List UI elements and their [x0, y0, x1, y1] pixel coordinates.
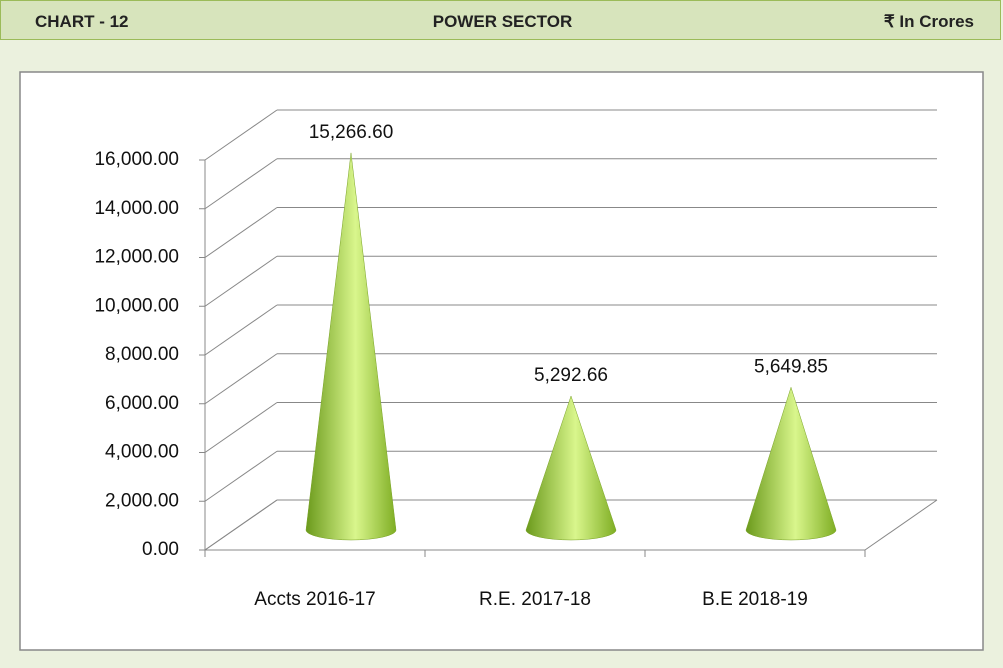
grid-line [204, 353, 278, 405]
grid-line [204, 450, 278, 502]
y-tick-label: 2,000.00 [105, 490, 179, 511]
y-tick-label: 8,000.00 [105, 344, 179, 365]
chart-title: POWER SECTOR [432, 12, 573, 31]
grid-line [204, 255, 278, 307]
grid-line [204, 402, 278, 453]
y-tick-label: 4,000.00 [105, 442, 179, 463]
grid-line [204, 499, 278, 551]
header-bar: CHART - 12 POWER SECTOR ₹ In Crores [0, 0, 1001, 40]
floor-right-edge [864, 499, 938, 551]
x-tick-label: Accts 2016-17 [254, 589, 375, 610]
y-tick-label: 12,000.00 [94, 247, 179, 268]
value-label: 15,266.60 [309, 122, 394, 143]
cone [305, 152, 397, 541]
grid-line [204, 109, 278, 161]
cone [745, 386, 837, 541]
x-tick-label: B.E 2018-19 [702, 589, 808, 610]
value-label: 5,649.85 [754, 356, 828, 377]
value-label: 5,292.66 [534, 365, 608, 386]
cone [525, 395, 617, 541]
unit-label: ₹ In Crores [883, 12, 974, 31]
y-tick-label: 10,000.00 [94, 295, 179, 316]
y-tick-label: 14,000.00 [94, 198, 179, 219]
grid-line [204, 158, 278, 210]
x-tick-label: R.E. 2017-18 [479, 589, 591, 610]
y-tick-label: 16,000.00 [94, 149, 179, 170]
y-tick-label: 6,000.00 [105, 393, 179, 414]
chart-number: CHART - 12 [35, 12, 129, 31]
grid-line [204, 207, 278, 258]
y-tick-label: 0.00 [142, 539, 179, 560]
grid-line [204, 304, 278, 356]
plot-panel [19, 71, 984, 651]
